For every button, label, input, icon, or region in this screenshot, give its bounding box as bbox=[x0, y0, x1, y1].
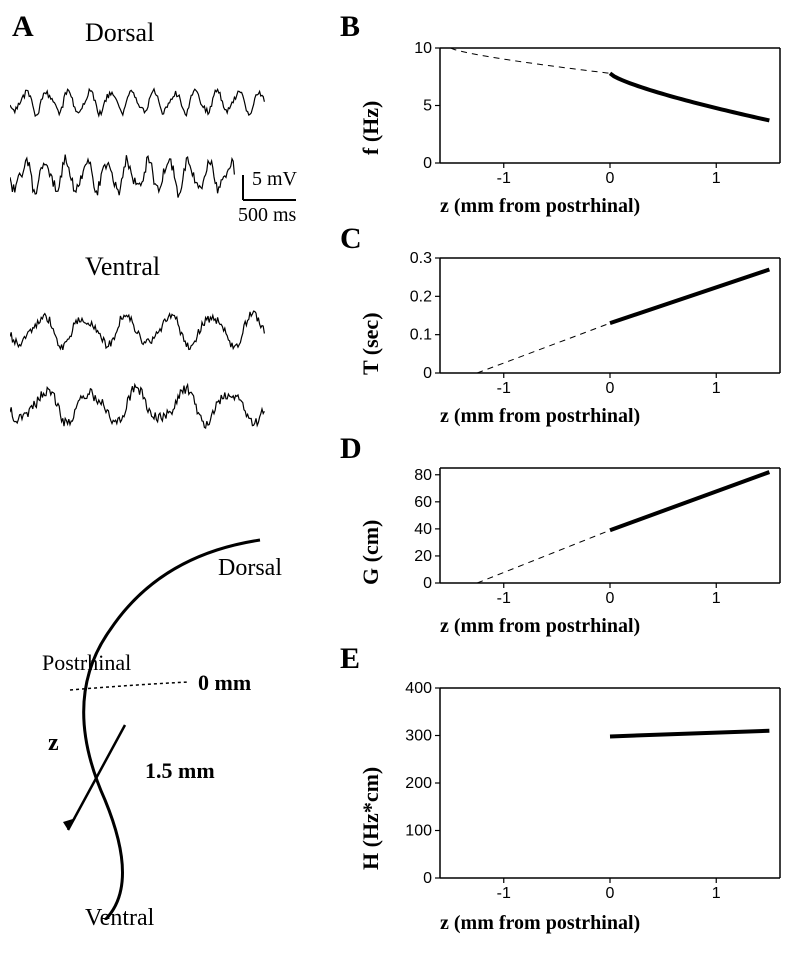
scalebar-v-label: 5 mV bbox=[252, 168, 297, 191]
svg-text:1: 1 bbox=[712, 885, 721, 902]
svg-text:0: 0 bbox=[423, 870, 432, 887]
panel-c-label: C bbox=[340, 222, 362, 256]
panel-e-xlabel: z (mm from postrhinal) bbox=[440, 912, 640, 935]
anatomy-schematic bbox=[10, 500, 350, 920]
svg-text:-1: -1 bbox=[497, 170, 511, 187]
svg-text:0.3: 0.3 bbox=[410, 250, 432, 267]
panel-c-ylabel: T (sec) bbox=[358, 312, 384, 375]
panel-b-xlabel: z (mm from postrhinal) bbox=[440, 195, 640, 218]
panel-d-label: D bbox=[340, 432, 362, 466]
svg-text:1: 1 bbox=[712, 380, 721, 397]
anatomy-postrhinal: Postrhinal bbox=[42, 650, 131, 676]
ventral-waveform-1 bbox=[10, 302, 270, 358]
svg-text:20: 20 bbox=[414, 548, 432, 565]
svg-text:60: 60 bbox=[414, 494, 432, 511]
svg-text:-1: -1 bbox=[497, 590, 511, 607]
chart-c: -1 0 1 0 0.1 0.2 0.3 bbox=[395, 250, 790, 405]
panel-b-label: B bbox=[340, 10, 360, 44]
anatomy-z: z bbox=[48, 730, 59, 757]
ventral-waveform-2 bbox=[10, 378, 270, 434]
svg-text:300: 300 bbox=[405, 728, 432, 745]
panel-b-ylabel: f (Hz) bbox=[358, 101, 384, 155]
dorsal-waveform-2 bbox=[10, 148, 270, 204]
panel-e-label: E bbox=[340, 642, 360, 676]
svg-text:200: 200 bbox=[405, 775, 432, 792]
panel-d-xlabel: z (mm from postrhinal) bbox=[440, 615, 640, 638]
anatomy-dorsal: Dorsal bbox=[218, 555, 282, 582]
svg-text:0: 0 bbox=[423, 575, 432, 592]
svg-text:1: 1 bbox=[712, 170, 721, 187]
svg-text:80: 80 bbox=[414, 467, 432, 484]
svg-text:10: 10 bbox=[414, 40, 432, 57]
svg-text:0: 0 bbox=[423, 155, 432, 172]
panel-c-xlabel: z (mm from postrhinal) bbox=[440, 405, 640, 428]
svg-text:0: 0 bbox=[606, 590, 615, 607]
svg-text:0: 0 bbox=[606, 885, 615, 902]
chart-d: -101020406080 bbox=[395, 460, 790, 615]
anatomy-ventral: Ventral bbox=[85, 905, 154, 932]
anatomy-end: 1.5 mm bbox=[145, 758, 215, 784]
dorsal-waveform-1 bbox=[10, 82, 270, 122]
svg-text:0: 0 bbox=[606, 170, 615, 187]
chart-e: -1 0 1 0 100 200 300 400 bbox=[395, 680, 790, 910]
svg-text:0.1: 0.1 bbox=[410, 327, 432, 344]
scalebar-h-label: 500 ms bbox=[238, 204, 296, 227]
svg-text:1: 1 bbox=[712, 590, 721, 607]
chart-b: -1010510 bbox=[395, 40, 790, 195]
svg-text:0: 0 bbox=[606, 380, 615, 397]
panel-e-ylabel: H (Hz*cm) bbox=[358, 767, 384, 870]
ventral-text: Ventral bbox=[85, 252, 160, 282]
anatomy-zero: 0 mm bbox=[198, 670, 251, 696]
panel-a-label: A bbox=[12, 10, 34, 44]
svg-text:-1: -1 bbox=[497, 885, 511, 902]
svg-text:100: 100 bbox=[405, 823, 432, 840]
svg-text:-1: -1 bbox=[497, 380, 511, 397]
svg-text:0: 0 bbox=[423, 365, 432, 382]
dorsal-text: Dorsal bbox=[85, 18, 154, 48]
svg-text:40: 40 bbox=[414, 521, 432, 538]
svg-text:400: 400 bbox=[405, 680, 432, 697]
panel-d-ylabel: G (cm) bbox=[358, 520, 384, 585]
svg-text:5: 5 bbox=[423, 98, 432, 115]
svg-text:0.2: 0.2 bbox=[410, 288, 432, 305]
